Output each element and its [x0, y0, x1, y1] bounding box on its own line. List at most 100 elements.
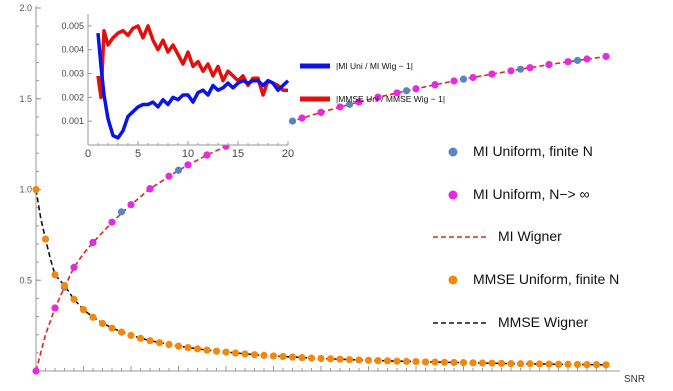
data-point-series-0 — [117, 208, 126, 216]
data-point-series-1 — [51, 304, 59, 312]
legend-label-1: MI Uniform, N−> ∞ — [473, 186, 590, 202]
data-point-series-3 — [288, 353, 297, 361]
data-point-series-3 — [212, 347, 221, 355]
data-point-series-3 — [117, 328, 126, 336]
inset-y-tick-label: 0.005 — [61, 21, 84, 31]
data-point-series-3 — [193, 345, 202, 353]
data-point-series-1 — [602, 52, 610, 61]
data-point-series-3 — [592, 361, 601, 369]
data-point-series-3 — [355, 356, 363, 364]
data-point-series-3 — [507, 359, 515, 368]
data-point-series-3 — [184, 343, 192, 352]
x-axis-label: SNR — [624, 374, 645, 385]
data-point-series-3 — [488, 359, 496, 367]
inset-series-line-1 — [96, 24, 288, 100]
data-point-series-3 — [269, 352, 278, 360]
data-point-series-3 — [402, 357, 411, 365]
data-point-series-3 — [298, 353, 306, 362]
legend-label-3: MMSE Uniform, finite N — [473, 271, 619, 287]
legend-label-0: MI Uniform, finite N — [473, 143, 593, 159]
data-point-series-3 — [79, 306, 88, 314]
data-point-series-3 — [374, 357, 382, 365]
data-point-series-1 — [70, 263, 78, 271]
inset-x-tick-label: 5 — [135, 148, 141, 160]
data-point-series-3 — [459, 359, 468, 367]
data-point-series-3 — [307, 354, 316, 362]
inset-y-tick-label: 0.003 — [61, 69, 84, 79]
legend-marker-1 — [448, 190, 458, 200]
data-point-series-3 — [127, 331, 135, 340]
data-point-series-3 — [450, 358, 458, 367]
data-point-series-3 — [497, 359, 506, 367]
data-point-series-1 — [203, 151, 211, 159]
data-point-series-3 — [336, 355, 344, 363]
data-point-series-3 — [602, 361, 610, 369]
inset-x-tick-label: 20 — [282, 148, 294, 160]
data-point-series-0 — [516, 65, 525, 73]
main-axes: 0.5 1.0 1.5 2.0 — [19, 3, 620, 372]
data-point-series-0 — [345, 100, 354, 108]
legend-label-2: MI Wigner — [498, 228, 562, 244]
main-legend: MI Uniform, finite N MI Uniform, N−> ∞ MI … — [433, 143, 619, 330]
data-point-series-3 — [203, 346, 211, 354]
inset-legend-label-0: |MI Uni / MI Wig − 1| — [336, 61, 413, 71]
data-point-series-0 — [459, 75, 468, 83]
data-point-series-3 — [469, 359, 477, 367]
data-point-series-1 — [431, 81, 439, 89]
data-point-series-3 — [516, 360, 525, 368]
data-point-series-3 — [136, 334, 145, 342]
data-point-series-3 — [573, 360, 582, 369]
data-point-series-3 — [383, 357, 392, 365]
inset-x-tick-label: 10 — [182, 148, 194, 160]
data-point-series-1 — [184, 161, 192, 169]
data-point-series-0 — [288, 117, 297, 125]
data-point-series-1 — [450, 77, 458, 85]
inset-x-tick-label: 15 — [232, 148, 244, 160]
data-point-series-3 — [108, 324, 116, 332]
data-point-series-3 — [393, 357, 401, 365]
data-point-series-3 — [51, 271, 59, 279]
data-point-series-3 — [89, 313, 97, 321]
data-point-series-1 — [32, 367, 40, 375]
data-point-series-3 — [526, 360, 534, 368]
data-point-series-3 — [478, 359, 487, 367]
data-point-series-1 — [374, 93, 382, 101]
data-point-series-3 — [554, 360, 563, 368]
data-point-series-3 — [326, 355, 335, 363]
data-point-series-3 — [545, 360, 553, 368]
inset-y-tick-label: 0.002 — [61, 92, 84, 102]
data-point-series-1 — [336, 103, 344, 111]
y-tick-label: 1.5 — [19, 94, 32, 104]
data-point-series-3 — [364, 356, 373, 364]
data-point-series-1 — [89, 238, 97, 247]
data-point-series-1 — [412, 85, 420, 93]
data-point-series-3 — [440, 358, 449, 366]
data-point-series-3 — [250, 351, 259, 359]
data-point-series-1 — [108, 218, 116, 226]
inset-y-tick-label: 0.004 — [61, 45, 84, 55]
data-point-series-1 — [507, 67, 515, 75]
data-point-series-0 — [402, 87, 411, 95]
data-point-series-3 — [222, 348, 230, 356]
data-point-series-3 — [41, 235, 50, 243]
data-point-series-3 — [70, 295, 78, 303]
legend-marker-3 — [448, 275, 458, 285]
data-point-series-3 — [583, 361, 591, 369]
data-point-series-1 — [146, 185, 154, 193]
data-point-series-3 — [241, 350, 249, 358]
data-point-series-3 — [431, 358, 439, 366]
data-point-series-3 — [231, 349, 240, 357]
data-point-series-1 — [488, 70, 496, 78]
data-point-series-1 — [317, 108, 325, 116]
data-point-series-1 — [298, 114, 306, 122]
data-point-series-3 — [317, 354, 325, 363]
data-point-series-3 — [260, 351, 268, 359]
inset-legend-label-1: |MMSE Uni / MMSE Wig − 1| — [336, 94, 445, 104]
data-point-series-3 — [421, 358, 430, 366]
data-point-series-0 — [573, 56, 582, 65]
data-point-series-3 — [165, 340, 173, 349]
inset-chart: 0 5 10 15 20 0.001 0.002 0.003 0.004 0.005 |MI Uni… — [61, 14, 445, 160]
legend-label-4: MMSE Wigner — [498, 314, 589, 330]
